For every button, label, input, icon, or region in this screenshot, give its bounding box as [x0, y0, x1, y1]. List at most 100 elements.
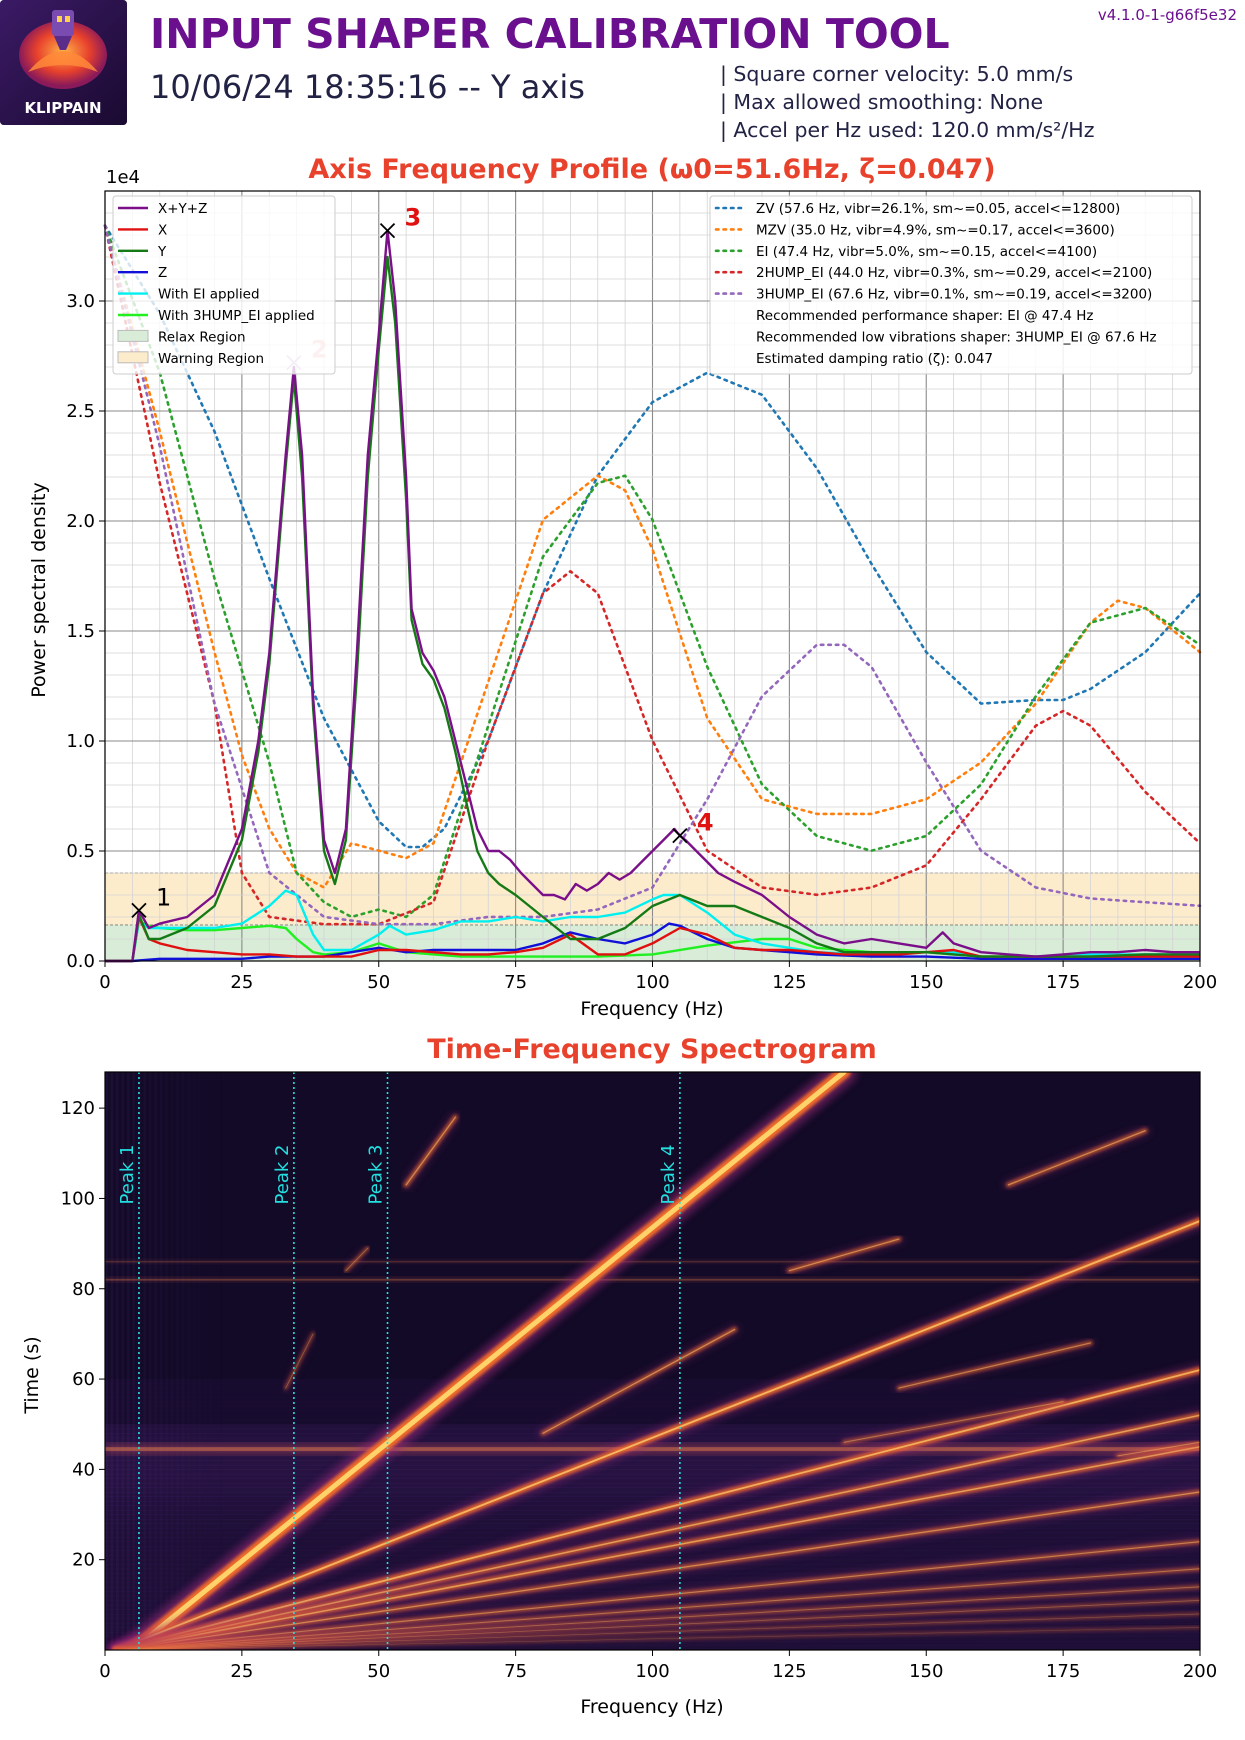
y-tick-label: 1.5: [66, 621, 95, 642]
spectrogram-band: [105, 1443, 1200, 1455]
spectrogram-stripe: [115, 1072, 119, 1650]
spectrogram-haze: [105, 1645, 1200, 1650]
legend-label: Z: [158, 265, 167, 281]
spectrogram-sweep: [114, 1625, 1200, 1650]
peak-line-label: Peak 2: [272, 1145, 293, 1205]
spectrogram-stripe: [187, 1072, 190, 1650]
spectrogram-haze: [105, 1383, 1200, 1389]
param-accel-per-hz: | Accel per Hz used: 120.0 mm/s²/Hz: [720, 118, 1095, 142]
spectrogram-sweep-core: [285, 1333, 314, 1389]
spectrogram-sweep: [841, 1399, 1066, 1445]
peak-line-label: Peak 3: [366, 1145, 387, 1205]
spectrogram-sweep-core: [898, 1342, 1092, 1389]
spectrogram-sweep-core: [405, 1116, 457, 1186]
legend-label: 2HUMP_EI (44.0 Hz, vibr=0.3%, sm~=0.29, …: [756, 265, 1152, 281]
spectrogram-sweep-core: [788, 1238, 900, 1272]
spectrogram-stripe: [159, 1072, 163, 1650]
spectrogram-sweep: [1115, 1439, 1200, 1459]
x-tick-label: 150: [909, 1661, 943, 1682]
spectrogram-stripe: [176, 1072, 179, 1650]
spectrogram-haze: [105, 1577, 1200, 1583]
series-mzv: [103, 224, 1202, 889]
legend-right: ZV (57.6 Hz, vibr=26.1%, sm~=0.05, accel…: [709, 195, 1193, 375]
spectrogram-sweep: [896, 1340, 1094, 1391]
spectrogram-title: Time-Frequency Spectrogram: [427, 1034, 877, 1065]
spectrogram-haze: [105, 1478, 1200, 1484]
spectrogram-stripe: [154, 1072, 158, 1650]
legend-label: X+Y+Z: [158, 201, 207, 217]
x-tick-label: 100: [635, 972, 669, 993]
peak-label: 1: [156, 883, 171, 911]
spectrogram-band: [105, 1447, 1200, 1451]
spectrogram-haze: [105, 1455, 1200, 1461]
x-tick-label: 75: [504, 1661, 527, 1682]
x-tick-label: 0: [99, 972, 110, 993]
spectrogram-stripe: [165, 1072, 168, 1650]
x-tick-label: 150: [909, 972, 943, 993]
spectrogram-haze: [105, 1582, 1200, 1588]
legend-note: Recommended low vibrations shaper: 3HUMP…: [756, 329, 1157, 345]
spectrogram-haze: [105, 1482, 1200, 1488]
spectrogram-haze: [105, 1424, 1200, 1430]
legend-label: X: [158, 222, 167, 238]
spectrogram-haze: [105, 1491, 1200, 1497]
spectrogram-frame: [104, 1071, 1201, 1651]
logo-text: KLIPPAIN: [24, 99, 101, 117]
legend-label: EI (47.4 Hz, vibr=5.0%, sm~=0.15, accel<…: [756, 244, 1097, 260]
chart-title: Axis Frequency Profile (ω0=51.6Hz, ζ=0.0…: [308, 154, 995, 185]
spectrogram-stripe: [209, 1072, 212, 1650]
spectrogram-sweep-core: [1117, 1441, 1200, 1457]
spectrogram-haze: [105, 1401, 1200, 1407]
y-axis-label: Power spectral density: [28, 482, 50, 697]
peak-label: 3: [405, 204, 422, 232]
x-tick-label: 200: [1183, 972, 1217, 993]
spectrogram-haze: [105, 1500, 1200, 1506]
legend-swatch: [117, 351, 149, 364]
spectrogram-haze: [105, 1419, 1200, 1425]
peak-marker: [379, 222, 396, 239]
spectrogram-haze: [105, 1460, 1200, 1466]
spectrogram-haze: [105, 1519, 1200, 1525]
y-scale-label: 1e4: [106, 167, 140, 188]
x-tick-label: 25: [230, 1661, 253, 1682]
spectrogram-sweep-core: [345, 1247, 369, 1272]
spectrogram-stripe: [132, 1072, 136, 1650]
y-tick-label: 0.0: [66, 951, 95, 972]
spectrogram-haze: [105, 1415, 1200, 1421]
peak-line-label: Peak 4: [658, 1145, 679, 1205]
x-tick-label: 50: [367, 972, 390, 993]
x-tick-label: 0: [99, 1661, 110, 1682]
spectrogram-sweep-core: [843, 1401, 1064, 1443]
spectrogram-sweep-core: [1007, 1130, 1146, 1186]
spectrogram-sweep-core: [115, 1220, 1200, 1650]
y-tick-label: 2.0: [66, 511, 95, 532]
legend-swatch: [117, 329, 149, 342]
x-tick-label: 175: [1046, 972, 1080, 993]
x-tick-label: 100: [635, 1661, 669, 1682]
series-y: [105, 255, 1200, 963]
frequency-profile-chart: Axis Frequency Profile (ω0=51.6Hz, ζ=0.0…: [28, 154, 1217, 1020]
legend-label: ZV (57.6 Hz, vibr=26.1%, sm~=0.05, accel…: [756, 201, 1120, 217]
test-datetime-axis: 10/06/24 18:35:16 -- Y axis: [150, 68, 585, 106]
spectrogram-stripe: [193, 1072, 196, 1650]
legend-box: [112, 195, 336, 375]
spectrogram-haze: [105, 1555, 1200, 1561]
spectrogram-haze: [105, 1523, 1200, 1529]
series-zv: [103, 224, 1202, 849]
series-xyz: [105, 229, 1200, 963]
x-tick-label: 125: [772, 972, 806, 993]
spectrogram-sweep: [283, 1331, 316, 1391]
spectrogram-haze: [105, 1388, 1200, 1394]
spectrogram-band: [105, 1260, 1200, 1263]
spectrogram-haze: [105, 1406, 1200, 1412]
spectrogram-haze: [105, 1600, 1200, 1606]
spectrogram-haze: [105, 1640, 1200, 1646]
y-tick-label: 80: [72, 1279, 95, 1300]
spectrogram-stripe: [126, 1072, 130, 1650]
spectrogram-haze: [105, 1392, 1200, 1398]
spectrogram-x-label: Frequency (Hz): [580, 1696, 723, 1718]
spectrogram-haze: [105, 1397, 1200, 1403]
spectrogram-stripe: [204, 1072, 207, 1650]
version-label: v4.1.0-1-g66f5e32: [1097, 6, 1237, 24]
x-tick-label: 125: [772, 1661, 806, 1682]
